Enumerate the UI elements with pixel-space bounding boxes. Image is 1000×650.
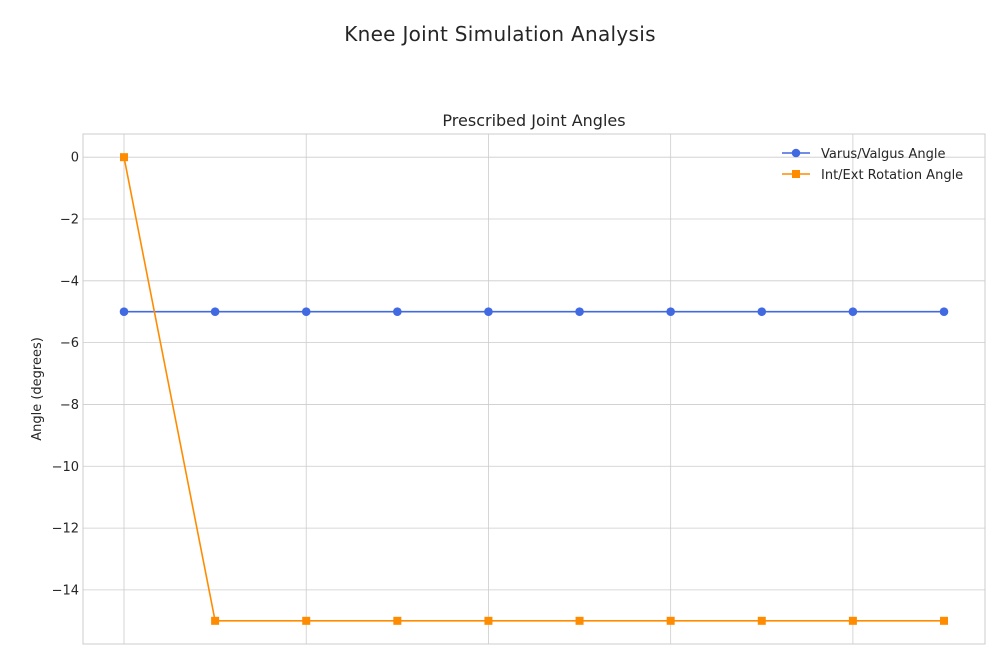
legend-item: Varus/Valgus Angle (782, 147, 945, 162)
data-point (848, 616, 857, 625)
data-point (757, 616, 766, 625)
data-point (757, 307, 767, 317)
y-tick-label: −2 (60, 213, 79, 228)
y-tick-label: 0 (71, 151, 79, 166)
data-point (575, 616, 584, 625)
figure-suptitle: Knee Joint Simulation Analysis (344, 22, 656, 46)
data-point (939, 307, 949, 317)
legend: Varus/Valgus Angle Int/Ext Rotation Angle (782, 147, 963, 183)
data-point (848, 307, 858, 317)
plot-area (83, 134, 985, 644)
data-point (210, 307, 220, 317)
data-point (666, 616, 675, 625)
series-2 (120, 153, 948, 625)
data-point (940, 616, 948, 625)
data-point (484, 307, 493, 317)
chart-title: Prescribed Joint Angles (442, 111, 625, 130)
y-axis-label: Angle (degrees) (30, 337, 45, 441)
data-point (301, 307, 311, 317)
data-point (484, 616, 493, 625)
grid (83, 134, 985, 644)
y-tick-label: −14 (52, 583, 79, 598)
series-line (123, 157, 944, 622)
legend-label: Varus/Valgus Angle (821, 147, 945, 162)
y-tick-label: −6 (60, 336, 79, 351)
y-tick-label: −4 (60, 274, 79, 289)
data-point (393, 616, 402, 625)
legend-label: Int/Ext Rotation Angle (821, 168, 963, 183)
data-point (120, 153, 128, 162)
y-tick-label: −12 (52, 522, 79, 537)
y-tick-label: −8 (60, 398, 79, 413)
y-tick-label: −10 (52, 460, 79, 475)
y-tick-labels: 0 −2 −4 −6 −8 −10 −12 −14 (52, 151, 79, 599)
legend-marker (791, 148, 801, 158)
legend-marker (792, 170, 800, 178)
plot-frame (82, 133, 986, 645)
data-point (666, 307, 675, 317)
data-point (575, 307, 584, 317)
series-1 (119, 307, 949, 317)
data-point (302, 616, 311, 625)
data-point (119, 307, 129, 317)
data-point (211, 616, 220, 625)
legend-item: Int/Ext Rotation Angle (782, 168, 963, 183)
data-point (393, 307, 402, 317)
